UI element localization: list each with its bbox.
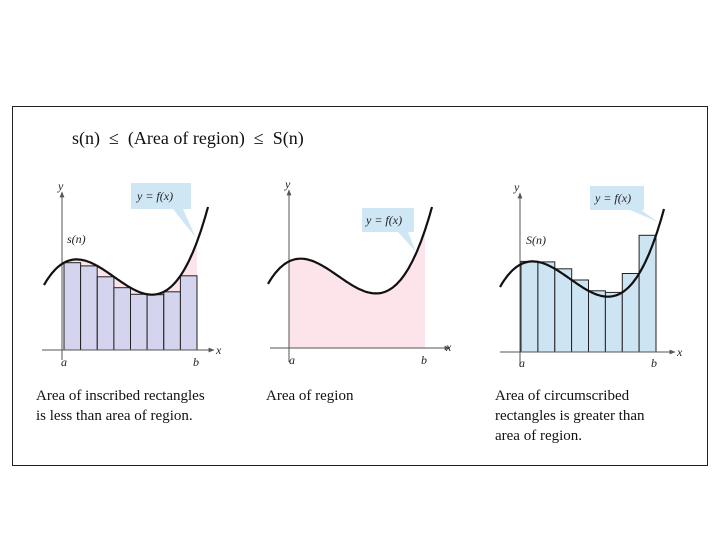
inscribed-rectangle	[163, 291, 181, 351]
x-axis-label: x	[445, 340, 452, 354]
a-label: a	[289, 353, 295, 367]
callout-label: y = f(x)	[365, 213, 402, 227]
sum-label-upper: S(n)	[526, 233, 546, 247]
inscribed-rectangle	[179, 275, 198, 351]
caption-circumscribed: Area of circumscribed rectangles is grea…	[495, 386, 705, 446]
x-axis-label: x	[215, 343, 222, 357]
circumscribed-rectangle	[604, 291, 623, 353]
inscribed-rectangle	[80, 265, 98, 351]
a-label: a	[519, 356, 525, 370]
curve-f	[499, 208, 666, 298]
b-label: b	[651, 356, 657, 370]
panel-inscribed: y x a b s(n) y = f(x)	[42, 179, 222, 369]
circumscribed-rectangle	[571, 279, 589, 353]
caption-region: Area of region	[266, 386, 466, 406]
x-axis-label: x	[676, 345, 683, 359]
callout-box	[362, 208, 416, 252]
caption-line: rectangles is greater than	[495, 408, 645, 424]
caption-line: is less than area of region.	[36, 408, 193, 424]
circumscribed-rectangle	[588, 290, 606, 353]
caption-line: Area of region	[266, 388, 354, 404]
caption-line: Area of inscribed rectangles	[36, 388, 205, 404]
callout-label: y = f(x)	[136, 189, 173, 203]
inscribed-rectangle	[146, 294, 165, 351]
inequality-headline: s(n) ≤ (Area of region) ≤ S(n)	[72, 128, 304, 148]
a-label: a	[61, 355, 67, 369]
b-label: b	[421, 353, 427, 367]
inscribed-rectangle	[96, 276, 115, 351]
panel-circumscribed: y x a b S(n) y = f(x)	[499, 180, 683, 370]
circumscribed-rectangle	[520, 260, 539, 353]
inscribed-rectangle	[130, 293, 148, 351]
caption-line: Area of circumscribed	[495, 388, 630, 404]
panel-region: y x a b y = f(x)	[267, 177, 452, 367]
curve-f	[267, 206, 434, 295]
circumscribed-rectangles	[520, 234, 657, 353]
y-axis-label: y	[284, 177, 291, 191]
inscribed-rectangles	[63, 262, 198, 351]
y-axis-label: y	[513, 180, 520, 194]
callout-box	[131, 183, 196, 238]
inscribed-rectangle	[113, 287, 132, 351]
inscribed-rectangle	[63, 262, 82, 351]
caption-line: area of region.	[495, 428, 583, 444]
circumscribed-rectangle	[537, 261, 556, 353]
curve-f	[43, 206, 210, 296]
caption-inscribed: Area of inscribed rectangles is less tha…	[36, 386, 246, 426]
circumscribed-rectangle	[554, 268, 573, 353]
b-label: b	[193, 355, 199, 369]
callout-label: y = f(x)	[594, 191, 631, 205]
callout-box	[590, 186, 658, 222]
sum-label-lower: s(n)	[67, 232, 86, 246]
y-axis-label: y	[57, 179, 64, 193]
circumscribed-rectangle	[638, 234, 657, 353]
